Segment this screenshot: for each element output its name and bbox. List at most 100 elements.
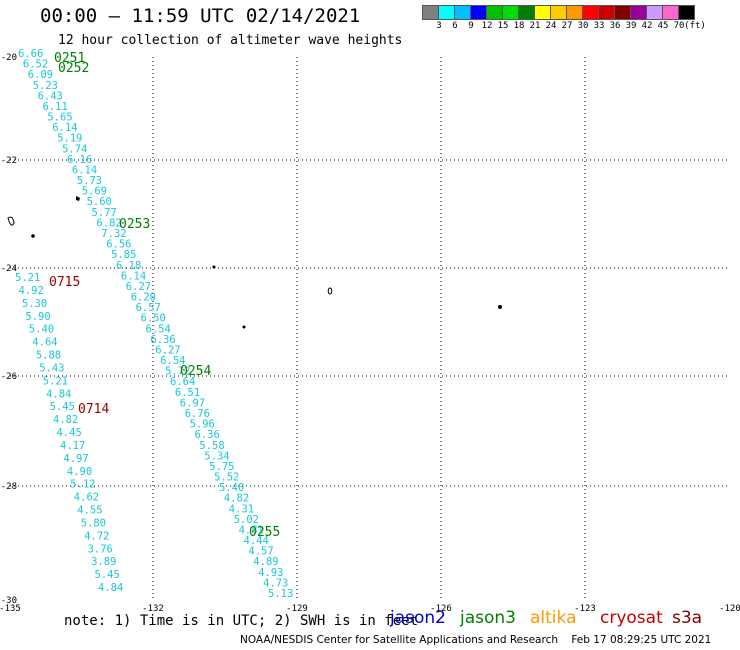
footer-note: note: 1) Time is in UTC; 2) SWH is in fe… <box>64 613 419 629</box>
lon-tick-label: -135 <box>0 604 21 614</box>
wave-height-value: 4.97 <box>63 453 88 465</box>
wave-height-value: 5.73 <box>77 175 102 187</box>
wave-height-value: 5.21 <box>15 272 40 284</box>
wave-height-value: 6.76 <box>185 408 210 420</box>
lon-tick-label: -120 <box>719 604 740 614</box>
color-scale-label: 45 <box>657 21 669 31</box>
wave-height-value: 5.34 <box>204 450 229 462</box>
color-scale-label: 3 <box>436 21 442 31</box>
pass-label: 0714 <box>78 402 109 417</box>
wave-height-value: 4.64 <box>32 337 57 349</box>
wave-height-value: 5.43 <box>39 362 64 374</box>
pass-label: 0715 <box>49 275 80 290</box>
wave-height-value: 6.09 <box>28 69 53 81</box>
wave-height-value: 6.64 <box>170 376 195 388</box>
islands <box>7 196 502 329</box>
wave-height-value: 6.97 <box>180 397 205 409</box>
color-scale-bar <box>422 5 695 20</box>
wave-height-value: 5.72 <box>165 366 190 378</box>
wave-height-value: 6.14 <box>72 165 97 177</box>
wave-height-value: 4.44 <box>244 535 269 547</box>
wave-height-value: 6.27 <box>126 281 151 293</box>
wave-height-value: 5.58 <box>199 440 224 452</box>
wave-height-value: 5.77 <box>92 207 117 219</box>
wave-height-value: 4.82 <box>224 493 249 505</box>
island-shape <box>327 287 333 295</box>
wave-height-value: 5.69 <box>82 186 107 198</box>
wave-height-value: 5.74 <box>62 143 87 155</box>
footer-credit: NOAA/NESDIS Center for Satellite Applica… <box>240 634 712 646</box>
wave-height-value: 6.14 <box>121 270 146 282</box>
color-scale-label: 18 <box>513 21 525 31</box>
wave-height-value: 4.84 <box>46 388 71 400</box>
color-scale-label: 24 <box>545 21 557 31</box>
color-scale-label: 70 <box>673 21 685 31</box>
wave-height-value: 4.57 <box>248 546 273 558</box>
wave-height-value: 4.81 <box>239 525 264 537</box>
wave-height-value: 6.18 <box>116 260 141 272</box>
color-scale-label: 39 <box>625 21 637 31</box>
wave-height-value: 6.82 <box>96 217 121 229</box>
wave-height-value: 5.90 <box>25 311 50 323</box>
wave-height-value: 4.55 <box>77 505 102 517</box>
wave-height-value: 5.75 <box>209 461 234 473</box>
wave-height-value: 5.96 <box>190 419 215 431</box>
page-subtitle: 12 hour collection of altimeter wave hei… <box>58 33 403 48</box>
pass-label: 0255 <box>249 525 280 540</box>
color-scale-label: 15 <box>497 21 509 31</box>
lat-tick-label: -30 <box>1 596 17 606</box>
wave-height-value: 5.65 <box>47 112 72 124</box>
legend-s3a: s3a <box>672 608 703 628</box>
lat-tick-label: -26 <box>1 372 17 382</box>
color-scale-labels: 3 6 9 12 15 18 21 24 27 30 33 36 39 42 45 70 (ft) <box>422 21 740 33</box>
wave-height-value: 5.02 <box>234 514 259 526</box>
wave-height-value: 6.27 <box>155 345 180 357</box>
lat-tick-label: -20 <box>1 53 17 63</box>
wave-height-value: 7.32 <box>101 228 126 240</box>
map-tick-labels: -135 -132 -129 -126 -123 -120 -20 -22 -24 -26 -28 -… <box>0 53 740 614</box>
wave-height-value: 4.73 <box>263 577 288 589</box>
wave-height-value: 4.84 <box>98 582 123 594</box>
color-scale-label: (ft) <box>684 21 706 31</box>
lat-tick-label: -24 <box>1 264 17 274</box>
island-dot <box>498 305 502 309</box>
wave-height-value: 6.16 <box>67 154 92 166</box>
wave-height-value: 5.52 <box>214 472 239 484</box>
wave-height-value: 5.19 <box>57 133 82 145</box>
pass-label: 0253 <box>119 217 150 232</box>
wave-height-value: 3.76 <box>88 543 113 555</box>
island-dot <box>31 234 35 238</box>
color-scale-label: 21 <box>529 21 541 31</box>
wave-height-value: 5.40 <box>29 324 54 336</box>
wave-height-value: 4.31 <box>229 503 254 515</box>
wave-height-value: 5.12 <box>70 479 95 491</box>
wave-height-value: 4.89 <box>253 556 278 568</box>
pass-label: 0254 <box>180 364 211 379</box>
wave-height-value: 4.17 <box>60 440 85 452</box>
legend-jason2: jason2 <box>390 608 446 628</box>
color-swatch <box>678 5 695 20</box>
lon-tick-label: -129 <box>286 604 308 614</box>
island-shape <box>76 196 80 201</box>
wave-height-value: 5.60 <box>87 196 112 208</box>
map-grid <box>10 57 730 600</box>
wave-height-value: 4.62 <box>74 492 99 504</box>
color-scale-label: 27 <box>561 21 573 31</box>
wave-height-value: 4.90 <box>67 466 92 478</box>
color-scale-label: 33 <box>593 21 605 31</box>
pass-label: 0252 <box>58 61 89 76</box>
island-dot <box>242 325 246 329</box>
lon-tick-label: -126 <box>430 604 452 614</box>
wave-height-value: 4.45 <box>57 427 82 439</box>
wave-height-value: 5.30 <box>22 298 47 310</box>
color-scale-label: 6 <box>452 21 458 31</box>
wave-height-value: 5.13 <box>268 588 293 600</box>
wave-height-value: 5.40 <box>219 482 244 494</box>
lon-tick-label: -123 <box>574 604 596 614</box>
wave-height-value: 6.36 <box>150 334 175 346</box>
wave-height-value: 4.92 <box>19 285 44 297</box>
legend-jason3: jason3 <box>460 608 516 628</box>
lat-tick-label: -28 <box>1 482 17 492</box>
